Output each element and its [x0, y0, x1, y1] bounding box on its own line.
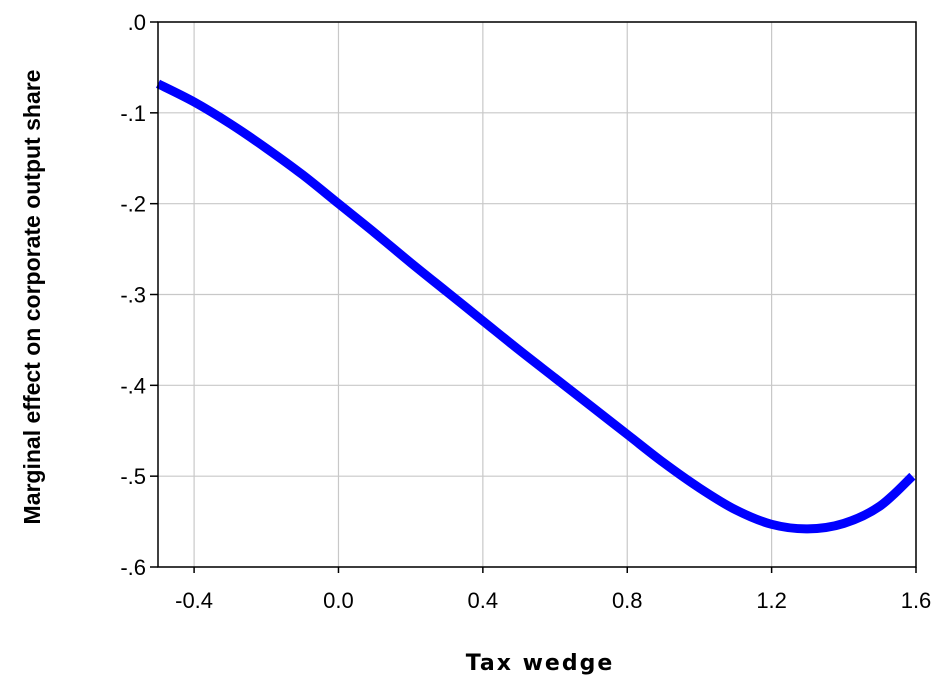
- x-tick-label: 1.6: [901, 588, 932, 613]
- x-tick-label: 0.4: [468, 588, 499, 613]
- y-tick-label: -.5: [120, 464, 146, 489]
- y-tick-label: .0: [128, 10, 146, 35]
- y-tick-label: -.3: [120, 283, 146, 308]
- x-tick-label: 0.0: [323, 588, 354, 613]
- series-line-0: [155, 79, 916, 534]
- tick-marks: [150, 21, 917, 573]
- grid-lines: [158, 21, 917, 568]
- y-tick-label: -.6: [120, 555, 146, 580]
- y-tick-labels: .0 -.1 -.2 -.3 -.4 -.5 -.6: [120, 10, 146, 580]
- y-tick-label: -.4: [120, 373, 146, 398]
- y-tick-label: -.1: [120, 101, 146, 126]
- y-axis-label: Marginal effect on corporate output shar…: [19, 70, 45, 525]
- x-tick-label: -0.4: [175, 588, 213, 613]
- x-tick-label: 1.2: [756, 588, 787, 613]
- x-tick-label: 0.8: [612, 588, 643, 613]
- x-tick-labels: -0.4 0.0 0.4 0.8 1.2 1.6: [175, 588, 931, 613]
- x-axis-label: Tax wedge: [466, 651, 615, 676]
- y-tick-label: -.2: [120, 192, 146, 217]
- series-layer: [155, 79, 916, 534]
